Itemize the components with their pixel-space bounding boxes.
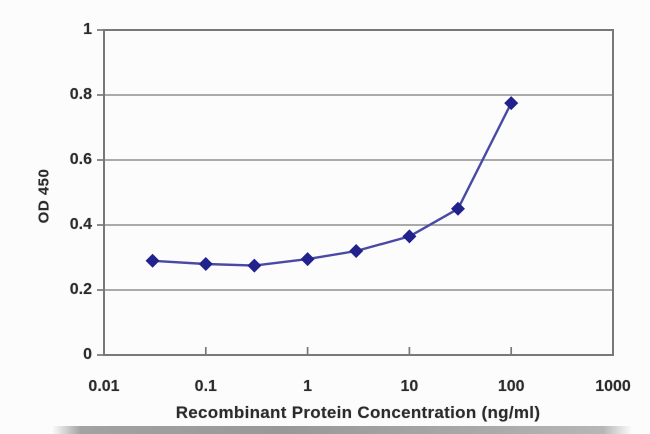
data-point-marker [300, 252, 315, 267]
x-tick-label: 100 [497, 378, 525, 395]
data-point-marker [402, 229, 417, 244]
y-tick-label: 0.6 [69, 151, 92, 168]
data-point-marker [450, 201, 465, 216]
data-point-marker [349, 243, 364, 259]
data-point-marker [145, 253, 160, 268]
data-point-marker [247, 258, 262, 273]
y-tick-label: 0.2 [69, 281, 92, 298]
data-series-line [152, 102, 513, 267]
x-axis-title: Recombinant Protein Concentration (ng/ml… [175, 403, 541, 422]
x-tick-label: 0.1 [194, 378, 217, 395]
plot-area [97, 29, 614, 356]
y-tick-label: 0.8 [69, 86, 92, 103]
x-tick-label: 1 [303, 378, 313, 395]
x-tick-label: 0.01 [88, 378, 120, 395]
scan-artifact-band [52, 426, 632, 434]
y-tick-label: 0 [83, 346, 92, 363]
x-tick-label: 1000 [595, 378, 631, 395]
data-point-marker [198, 256, 213, 272]
y-tick-label: 0.4 [69, 216, 92, 233]
y-tick-label: 1 [83, 21, 92, 38]
x-tick-label: 10 [400, 378, 419, 395]
data-point-marker [504, 96, 519, 111]
